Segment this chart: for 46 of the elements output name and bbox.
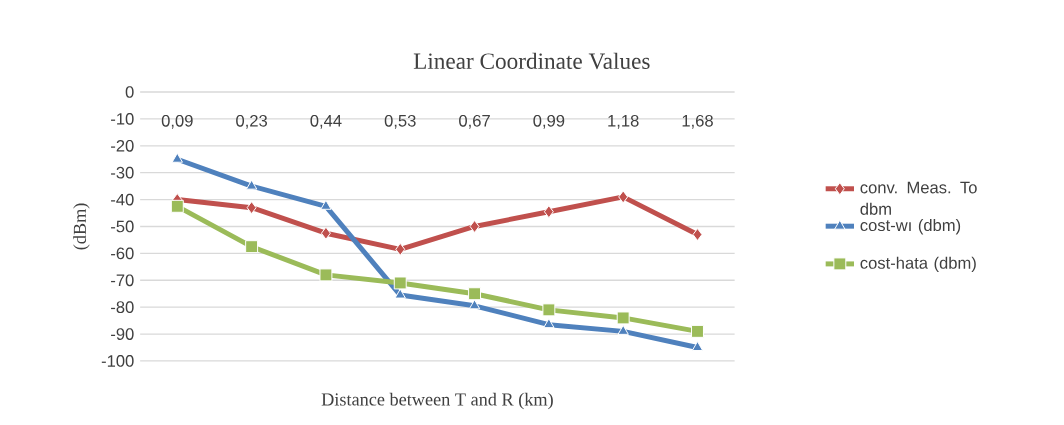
point bbox=[171, 152, 183, 163]
point bbox=[542, 303, 556, 317]
y-tick-label: -30 bbox=[111, 167, 134, 179]
y-tick-label: -90 bbox=[111, 328, 134, 341]
y-tick-label: -100 bbox=[101, 355, 134, 367]
point bbox=[691, 325, 704, 339]
point bbox=[393, 276, 407, 290]
x-tick-label: 0,53 bbox=[384, 115, 416, 129]
point bbox=[469, 220, 480, 234]
x-tick-label: 0,09 bbox=[161, 115, 193, 129]
point bbox=[468, 287, 482, 301]
y-tick-label: -80 bbox=[111, 301, 134, 314]
x-tick-label: 0,23 bbox=[236, 115, 268, 129]
point bbox=[691, 341, 704, 352]
x-tick-label: 1,18 bbox=[608, 115, 639, 129]
point bbox=[543, 318, 555, 329]
x-tick-label: 0,99 bbox=[533, 115, 565, 129]
y-axis-title: (dBm) bbox=[73, 203, 90, 250]
y-tick-label: 0 bbox=[125, 86, 134, 99]
y-tick-label: -20 bbox=[111, 140, 134, 152]
point bbox=[170, 200, 184, 213]
point bbox=[468, 299, 481, 310]
y-tick-label: -40 bbox=[111, 193, 134, 206]
point bbox=[319, 268, 333, 282]
y-tick-label: -50 bbox=[111, 220, 134, 233]
point bbox=[395, 243, 406, 256]
x-tick-label: 0,44 bbox=[310, 115, 342, 129]
y-tick-label: -10 bbox=[111, 113, 134, 125]
x-tick-label: 0,67 bbox=[459, 115, 490, 129]
x-tick-label: 1,68 bbox=[682, 115, 713, 129]
point bbox=[246, 201, 257, 215]
point bbox=[245, 240, 259, 254]
point bbox=[245, 179, 258, 190]
point bbox=[543, 205, 554, 219]
point bbox=[618, 190, 629, 204]
point bbox=[320, 200, 332, 210]
legend-label: cost-hata (dbm) bbox=[860, 256, 976, 273]
x-axis-title: Distance between T and R (km) bbox=[321, 392, 553, 410]
y-tick-label: -70 bbox=[111, 274, 134, 287]
point bbox=[692, 228, 703, 242]
legend-label: cost-wı (dbm) bbox=[860, 219, 961, 235]
y-tick-label: -60 bbox=[111, 247, 134, 260]
point bbox=[617, 325, 629, 336]
point bbox=[616, 311, 630, 325]
point bbox=[320, 226, 331, 240]
chart-title: Linear Coordinate Values bbox=[413, 52, 650, 70]
